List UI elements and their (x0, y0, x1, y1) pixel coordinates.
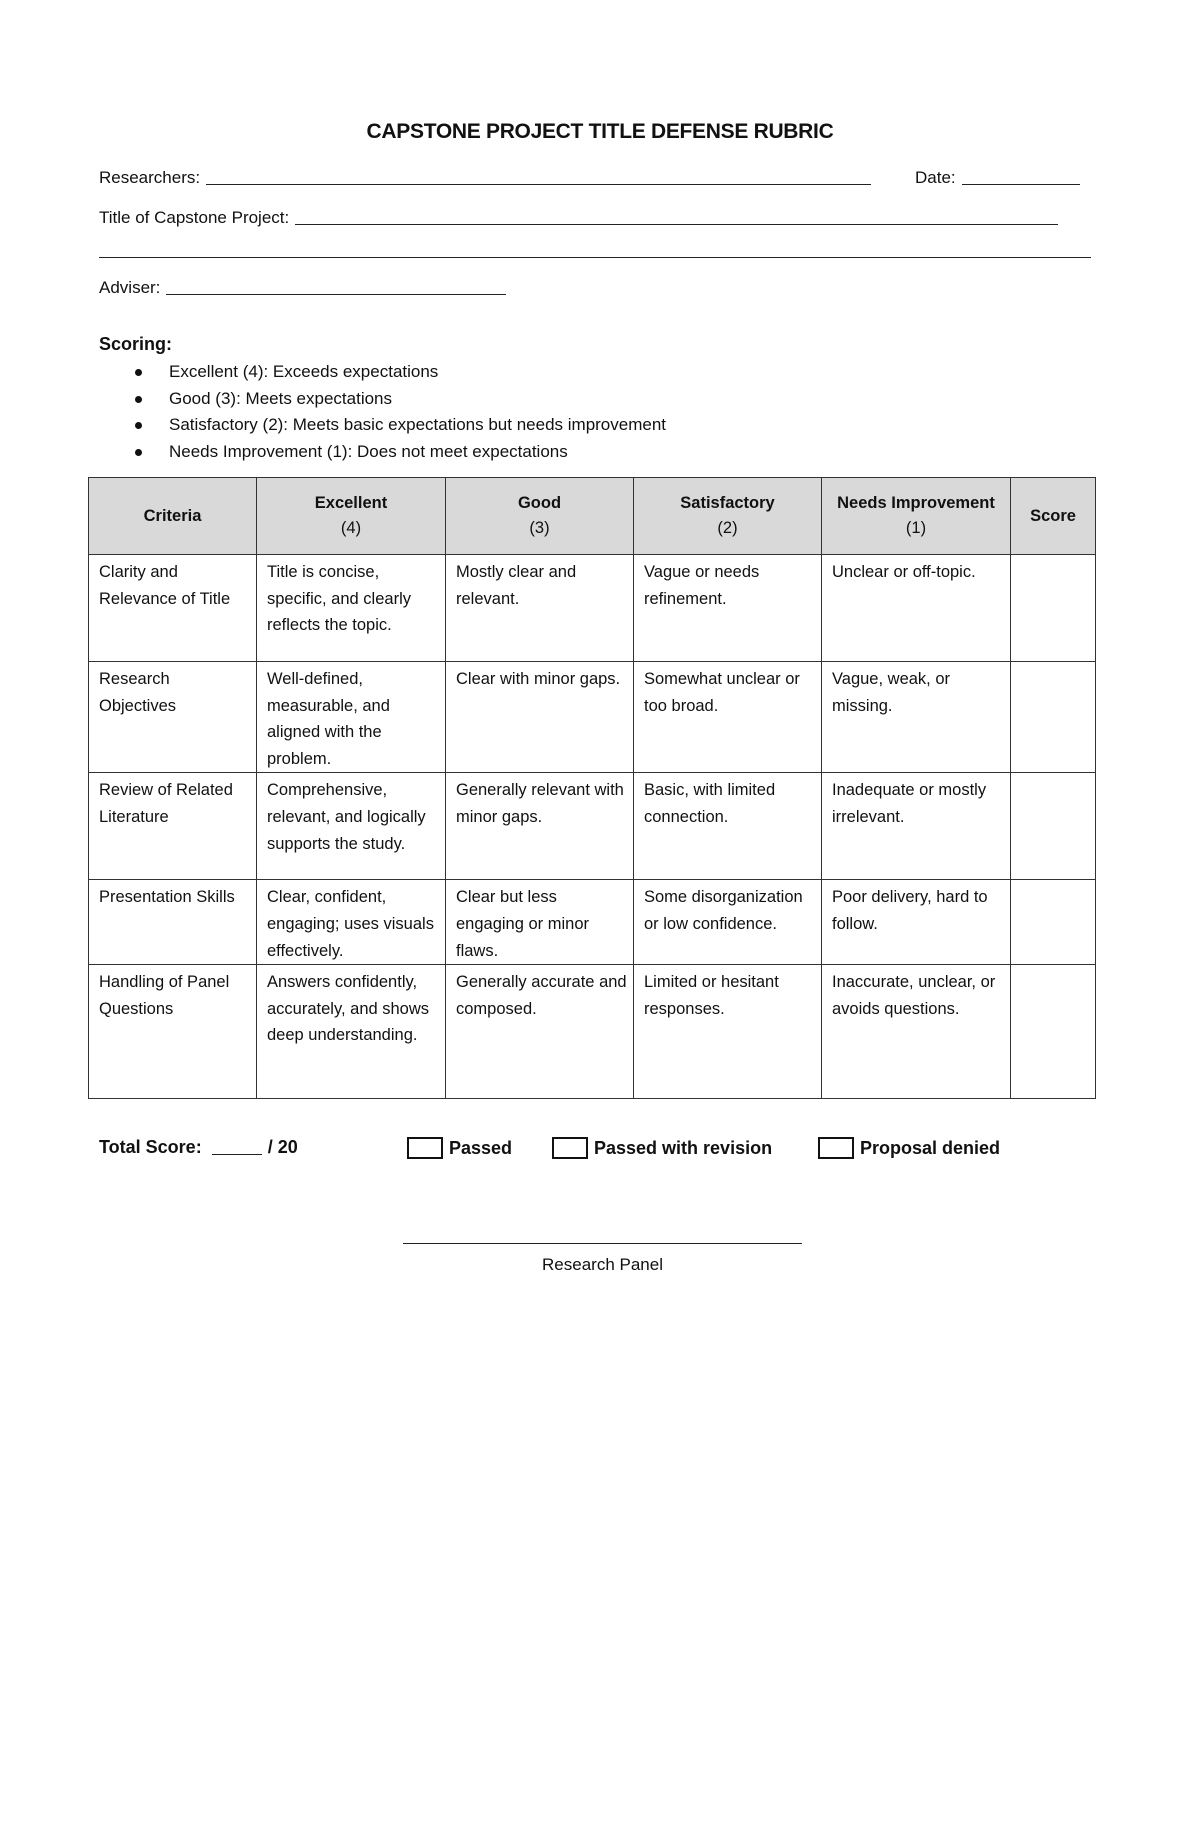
checkbox-icon[interactable] (407, 1137, 443, 1159)
table-row: Presentation Skills Clear, confident, eng… (88, 879, 1096, 966)
column-header: Satisfactory (2) (633, 477, 822, 555)
scoring-item: Needs Improvement (1): Does not meet exp… (135, 442, 666, 469)
scoring-item-text: Needs Improvement (1): Does not meet exp… (169, 442, 568, 462)
project-title-blank-line-2[interactable] (99, 257, 1091, 258)
researchers-field: Researchers: (99, 168, 872, 188)
date-blank[interactable] (961, 183, 1080, 185)
project-title-blank[interactable] (295, 223, 1059, 225)
descriptor-cell: Vague or needs refinement. (633, 554, 822, 662)
descriptor-cell: Basic, with limited connection. (633, 772, 822, 881)
column-header-label: Criteria (143, 506, 202, 525)
bullet-icon (135, 369, 142, 376)
criteria-cell: Presentation Skills (88, 879, 257, 966)
signature-line[interactable] (403, 1243, 802, 1244)
table-row: Review of Related Literature Comprehensiv… (88, 772, 1096, 881)
scoring-item-text: Excellent (4): Exceeds expectations (169, 362, 439, 381)
table-row: Clarity and Relevance of Title Title is c… (88, 554, 1096, 662)
column-header-label: Satisfactory (680, 494, 775, 512)
score-cell[interactable] (1010, 772, 1096, 881)
column-header-label: Excellent (314, 494, 388, 512)
descriptor-cell: Vague, weak, or missing. (821, 660, 1011, 774)
bullet-icon (135, 422, 142, 430)
project-title-field: Title of Capstone Project: (99, 208, 1059, 228)
descriptor-cell: Comprehensive, relevant, and logically s… (256, 772, 446, 881)
total-score-blank[interactable] (211, 1153, 262, 1155)
scoring-heading: Scoring: (99, 334, 173, 354)
column-header-label: Good (517, 494, 562, 512)
passed-with-revision-option[interactable]: Passed with revision (552, 1137, 772, 1159)
header-row: Criteria Excellent (4) Good (3) Satisfactory (… (88, 477, 1096, 555)
descriptor-cell: Poor delivery, hard to follow. (821, 879, 1011, 966)
total-score: Total Score: / 20 (99, 1137, 298, 1158)
column-header-points: (4) (340, 519, 362, 537)
passed-option[interactable]: Passed (407, 1137, 512, 1159)
proposal-denied-option[interactable]: Proposal denied (818, 1137, 1000, 1159)
descriptor-cell: Answers confidently, accurately, and sho… (256, 964, 446, 1100)
column-header-label: Needs Improvement (837, 494, 995, 512)
rubric-table: Criteria Excellent (4) Good (3) Satisfactory (… (88, 477, 1096, 1100)
descriptor-cell: Inaccurate, unclear, or avoids questions… (821, 964, 1011, 1100)
descriptor-cell: Mostly clear and relevant. (445, 554, 634, 662)
descriptor-cell: Somewhat unclear or too broad. (633, 660, 822, 774)
adviser-label: Adviser: (99, 278, 161, 297)
passed-with-revision-label: Passed with revision (594, 1137, 773, 1158)
descriptor-cell: Clear with minor gaps. (445, 660, 634, 774)
table-row: Research Objectives Well-defined, measura… (88, 660, 1096, 774)
column-header: Good (3) (445, 477, 634, 555)
column-header: Criteria (88, 477, 257, 555)
score-cell[interactable] (1010, 554, 1096, 662)
score-cell[interactable] (1010, 879, 1096, 966)
column-header-points: (1) (905, 519, 927, 537)
scoring-item: Excellent (4): Exceeds expectations (135, 362, 666, 389)
table-row: Handling of Panel Questions Answers confi… (88, 964, 1096, 1100)
column-header-points: (2) (717, 519, 738, 537)
descriptor-cell: Title is concise, specific, and clearly … (256, 554, 446, 662)
signature-label: Research Panel (542, 1255, 663, 1274)
descriptor-cell: Some disorganization or low confidence. (633, 879, 822, 966)
bullet-icon (135, 395, 142, 403)
descriptor-cell: Clear but less engaging or minor flaws. (445, 879, 634, 966)
descriptor-cell: Clear, confident, engaging; uses visuals… (256, 879, 446, 966)
scoring-item-text: Good (3): Meets expectations (169, 388, 393, 408)
descriptor-cell: Unclear or off-topic. (821, 554, 1011, 662)
column-header: Score (1010, 477, 1096, 555)
scoring-list: Excellent (4): Exceeds expectations Good… (135, 362, 666, 469)
column-header-label: Score (1030, 506, 1076, 525)
scoring-item: Good (3): Meets expectations (135, 389, 666, 416)
criteria-cell: Handling of Panel Questions (88, 964, 257, 1100)
bullet-icon (135, 449, 142, 457)
date-field: Date: (915, 168, 1080, 188)
descriptor-cell: Well-defined, measurable, and aligned wi… (256, 660, 446, 774)
checkbox-icon[interactable] (552, 1137, 588, 1159)
date-label: Date: (915, 168, 956, 187)
descriptor-cell: Limited or hesitant responses. (633, 964, 822, 1100)
criteria-cell: Research Objectives (88, 660, 257, 774)
scoring-item-text: Satisfactory (2): Meets basic expectatio… (169, 415, 667, 435)
researchers-blank[interactable] (206, 183, 872, 185)
adviser-field: Adviser: (99, 278, 507, 298)
researchers-label: Researchers: (99, 168, 201, 187)
total-score-max: / 20 (267, 1137, 298, 1157)
project-title-label: Title of Capstone Project: (99, 208, 290, 227)
criteria-cell: Clarity and Relevance of Title (88, 554, 257, 662)
proposal-denied-label: Proposal denied (860, 1137, 1001, 1158)
score-cell[interactable] (1010, 964, 1096, 1100)
checkbox-icon[interactable] (818, 1137, 854, 1159)
score-cell[interactable] (1010, 660, 1096, 774)
passed-label: Passed (449, 1137, 513, 1158)
descriptor-cell: Generally accurate and composed. (445, 964, 634, 1100)
descriptor-cell: Inadequate or mostly irrelevant. (821, 772, 1011, 881)
column-header: Excellent (4) (256, 477, 446, 555)
column-header-points: (3) (529, 519, 550, 537)
column-header: Needs Improvement (1) (821, 477, 1011, 555)
document-title: CAPSTONE PROJECT TITLE DEFENSE RUBRIC (366, 120, 834, 143)
criteria-cell: Review of Related Literature (88, 772, 257, 881)
total-score-label: Total Score: (99, 1137, 202, 1157)
descriptor-cell: Generally relevant with minor gaps. (445, 772, 634, 881)
adviser-blank[interactable] (166, 293, 507, 295)
scoring-item: Satisfactory (2): Meets basic expectatio… (135, 415, 666, 442)
